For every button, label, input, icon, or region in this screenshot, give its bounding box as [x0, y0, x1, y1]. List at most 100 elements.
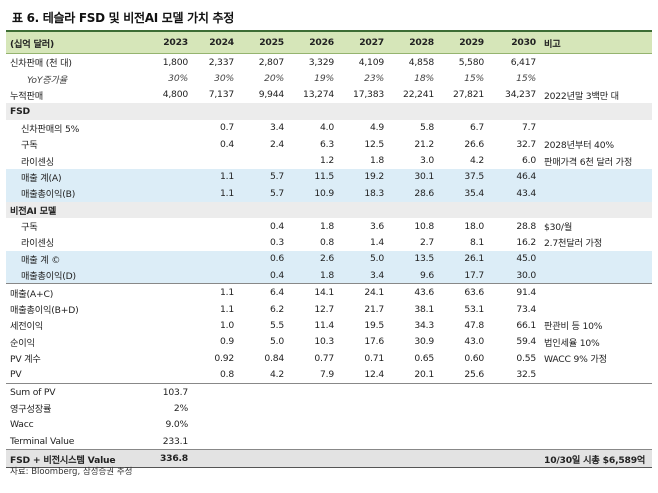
- cell-value: 19.2: [334, 168, 384, 186]
- cell-value: [142, 218, 188, 234]
- cell-value: 6.0: [521, 155, 536, 167]
- cell-value: [334, 103, 384, 120]
- row-note: [536, 301, 652, 317]
- cell-value: 6.2: [269, 303, 284, 315]
- cell-value: 32.5: [516, 369, 536, 381]
- cell-value: 1.1: [188, 185, 234, 202]
- cell-value: 18.3: [334, 185, 384, 202]
- cell-value: [434, 382, 484, 401]
- cell-value: 0.92: [214, 352, 234, 364]
- table-row: 매출총이익(B) 1.1 5.7 10.9 18.3 28.6 35.4 43.4: [6, 185, 652, 202]
- row-label: 매출총이익(B+D): [10, 305, 79, 317]
- cell-value: 30.1: [384, 168, 434, 186]
- row-label: PV 계수: [10, 354, 41, 366]
- cell-value: 15%: [464, 73, 484, 85]
- row-note: [536, 120, 652, 136]
- cell-value: 5.7: [234, 168, 284, 186]
- cell-value: [234, 152, 284, 168]
- row-note: [536, 267, 652, 284]
- row-label: 구독: [21, 140, 38, 152]
- row-note: [536, 382, 652, 401]
- row-note: [536, 283, 652, 301]
- row-note: 판매가격 6천 달러 가정: [544, 156, 633, 168]
- row-note: $30/월: [544, 222, 573, 234]
- cell-value: [484, 382, 536, 401]
- cell-value: 3.0: [419, 155, 434, 167]
- table-row: 순이익 0.9 5.0 10.3 17.6 30.9 43.0 59.4 법인세율 10%: [6, 334, 652, 350]
- cell-value: 1.1: [188, 283, 234, 301]
- row-label: FSD + 비전시스템 Value: [6, 449, 142, 468]
- cell-value: [234, 449, 284, 468]
- row-label: 순이익: [10, 337, 35, 349]
- cell-value: 0.55: [516, 352, 536, 364]
- cell-value: 28.6: [384, 185, 434, 202]
- cell-value: 21.2: [414, 138, 434, 150]
- table-row: 매출 계(A) 1.1 5.7 11.5 19.2 30.1 37.5 46.4: [6, 168, 652, 186]
- table-row: 구독 0.4 1.8 3.6 10.8 18.0 28.8 $30/월: [6, 218, 652, 234]
- cell-value: [284, 382, 334, 401]
- cell-value: 2,807: [258, 56, 284, 68]
- cell-value: 0.84: [264, 352, 284, 364]
- row-note: [536, 168, 652, 186]
- cell-value: [234, 103, 284, 120]
- cell-value: 4.2: [469, 155, 484, 167]
- cell-value: 22,241: [403, 89, 434, 101]
- cell-value: 10.3: [314, 336, 334, 348]
- cell-value: [434, 400, 484, 416]
- cell-value: [484, 449, 536, 468]
- cell-value: [142, 103, 188, 120]
- cell-value: 14.1: [284, 283, 334, 301]
- cell-value: [334, 400, 384, 416]
- cell-value: 43.0: [464, 336, 484, 348]
- cell-value: 11.4: [314, 319, 334, 331]
- cell-value: 6.4: [234, 283, 284, 301]
- cell-value: [142, 283, 188, 301]
- cell-value: [434, 433, 484, 450]
- row-label: 세전이익: [10, 321, 44, 333]
- cell-value: [284, 449, 334, 468]
- table-row: 비전AI 모델: [6, 201, 652, 218]
- cell-value: [384, 449, 434, 468]
- header-unit-label: (십억 달러): [6, 32, 142, 54]
- cell-value: [142, 234, 188, 250]
- cell-value: 2,337: [208, 56, 234, 68]
- cell-value: 0.3: [269, 236, 284, 248]
- cell-value: [188, 234, 234, 250]
- cell-value: 4,800: [162, 89, 188, 101]
- cell-value: 45.0: [484, 250, 536, 268]
- row-label: 누적판매: [10, 90, 44, 102]
- top-rule: [6, 30, 652, 32]
- cell-value: 12.4: [364, 369, 384, 381]
- header-year: 2030: [484, 32, 536, 54]
- cell-value: 46.4: [484, 168, 536, 186]
- row-note: [536, 366, 652, 383]
- cell-value: 66.1: [516, 319, 536, 331]
- table-row: 매출(A+C) 1.1 6.4 14.1 24.1 43.6 63.6 91.4: [6, 283, 652, 301]
- cell-value: 1.8: [319, 220, 334, 232]
- cell-value: 6.3: [319, 138, 334, 150]
- table-row: PV 0.8 4.2 7.9 12.4 20.1 25.6 32.5: [6, 366, 652, 383]
- row-label: Sum of PV: [6, 382, 142, 401]
- cell-value: 24.1: [334, 283, 384, 301]
- row-label: 영구성장률: [10, 404, 52, 416]
- row-note: WACC 9% 가정: [544, 354, 607, 366]
- cell-value: [284, 433, 334, 450]
- cell-value: 16.2: [516, 236, 536, 248]
- cell-value: 43.4: [484, 185, 536, 202]
- cell-value: [142, 201, 188, 218]
- valuation-table: (십억 달러) 2023 2024 2025 2026 2027 2028 20…: [6, 30, 652, 468]
- row-note: 2.7천달러 가정: [544, 238, 602, 250]
- cell-value: [188, 250, 234, 268]
- cell-value: [484, 400, 536, 416]
- table-row: Wacc 9.0%: [6, 417, 652, 433]
- row-label: 매출총이익(B): [6, 185, 142, 202]
- cell-value: [284, 400, 334, 416]
- row-note: [536, 417, 652, 433]
- cell-value: 32.7: [516, 138, 536, 150]
- cell-value: 4,858: [408, 56, 434, 68]
- cell-value: [188, 201, 234, 218]
- cell-value: [484, 433, 536, 450]
- cell-value: 1.0: [219, 319, 234, 331]
- table-row: 누적판매 4,800 7,137 9,944 13,274 17,383 22,241 27,…: [6, 87, 652, 103]
- cell-value: [188, 433, 234, 450]
